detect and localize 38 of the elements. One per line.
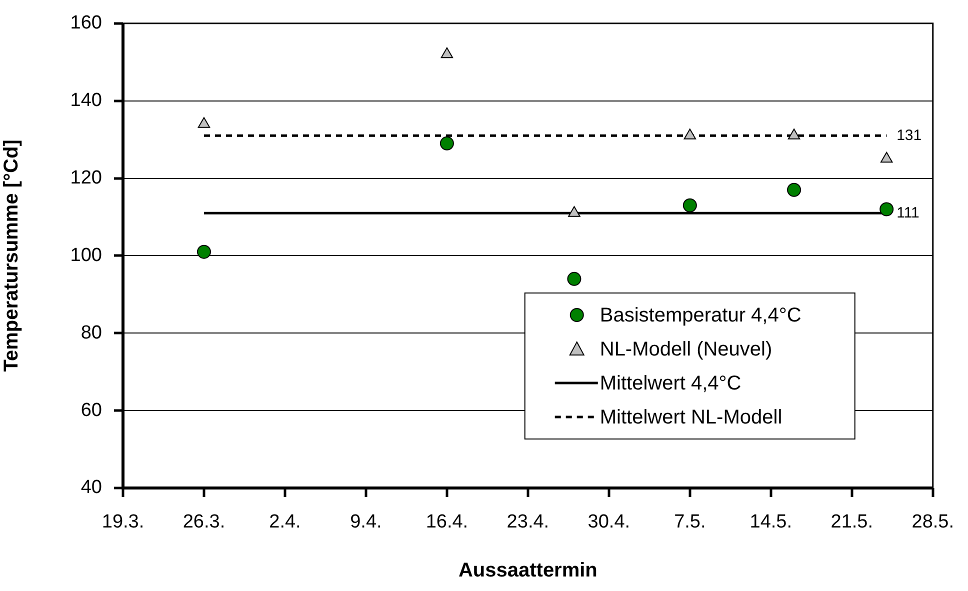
point [880,202,894,216]
point [198,117,210,128]
y-axis-title: Temperatursumme [°Cd] [0,140,23,372]
y-tick-label: 80 [80,322,102,344]
point [682,198,697,212]
point [788,128,800,140]
x-tick-label: 14.5. [750,512,792,533]
point [684,128,696,140]
point [196,244,211,259]
y-tick-label: 60 [80,400,102,421]
x-tick-label: 2.4. [269,512,301,533]
legend-label: NL-Modell (Neuvel) [600,338,772,361]
x-tick-label: 9.4. [350,512,382,533]
point [880,152,893,163]
x-tick-label: 19.3. [102,512,144,533]
x-tick-label: 28.5. [912,512,954,533]
x-axis-title: Aussaattermin [458,560,598,582]
x-tick-label: 21.5. [830,512,874,533]
y-tick-label: 140 [70,90,102,112]
point [568,206,580,217]
y-tick-label: 160 [70,12,102,34]
data-label: 131 [896,126,922,144]
x-tick-label: 30.4. [588,512,630,533]
point [567,272,582,286]
y-tick-label: 40 [80,477,102,498]
point [787,182,802,197]
y-tick-label: 100 [70,244,102,266]
x-tick-label: 26.3. [182,512,226,533]
data-label: 111 [896,204,920,222]
x-tick-label: 7.5. [674,512,706,533]
point [440,136,454,150]
x-tick-label: 23.4. [506,512,550,533]
legend-label: Basistemperatur 4,4°C [600,304,802,327]
point [440,47,454,58]
y-tick-label: 120 [70,168,102,188]
x-tick-label: 16.4. [426,512,468,533]
legend-label: Mittelwert NL-Modell [600,406,782,429]
legend-label: Mittelwert 4,4°C [600,372,742,395]
